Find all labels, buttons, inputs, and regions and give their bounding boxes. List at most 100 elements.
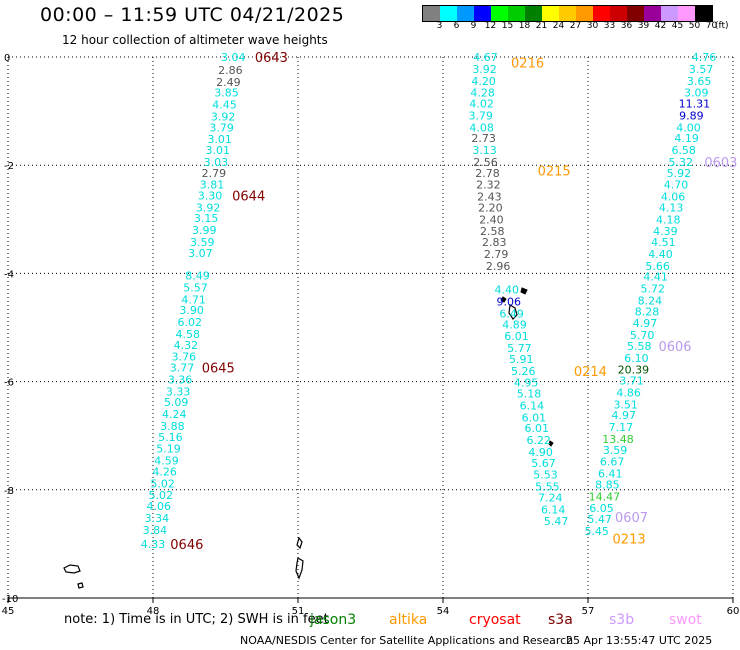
wave-height-point: 3.59 [603,444,628,457]
island-outline [500,296,507,303]
wave-height-point: 4.71 [181,293,206,306]
wave-height-point: 3.03 [204,156,229,169]
wave-height-point: 5.91 [509,353,534,366]
wave-height-point: 8.85 [595,478,620,491]
satellite-s3a-label: s3a [548,612,573,628]
wave-height-point: 6.41 [598,468,623,481]
wave-height-point: 9.06 [496,296,521,309]
y-tick-label: -8 [4,486,14,497]
wave-height-point: 2.79 [484,248,509,261]
satellite-legend: jason3 altika cryosat s3a s3b swot [0,612,740,628]
x-tick-label: 60 [727,606,740,617]
wave-height-point: 5.92 [667,167,692,180]
coastline-outlines [63,287,554,589]
wave-height-point: 6.49 [499,307,524,320]
wave-height-point: 4.51 [651,236,676,249]
wave-height-point: 4.89 [502,318,527,331]
wave-height-point: 2.58 [480,225,505,238]
legend-swatch [678,6,695,21]
satellite-jason3-label: jason3 [310,612,357,628]
generated-timestamp: 25 Apr 13:55:47 UTC 2025 [566,634,713,647]
wave-height-point: 5.02 [150,477,175,490]
wave-height-point: 5.53 [533,469,558,482]
wave-height-point: 5.18 [517,388,542,401]
wave-height-point: 4.06 [661,191,686,204]
wave-height-point: 7.24 [538,491,563,504]
legend-swatch [423,6,440,21]
legend-swatch [542,6,559,21]
credit-line: NOAA/NESDIS Center for Satellite Applica… [240,634,574,647]
wave-height-point: 2.20 [478,201,503,214]
wave-height-point: 4.39 [653,225,678,238]
wave-height-point: 5.02 [148,489,173,502]
legend-label: 21 [535,21,548,31]
pass-time-label: 0215 [538,165,571,180]
legend-label: 45 [671,21,684,31]
wave-height-point: 4.40 [495,284,520,297]
wave-height-point: 3.92 [196,201,221,214]
pass-time-label: 0646 [170,538,203,553]
wave-height-point: 2.56 [473,156,498,169]
wave-height-point: 5.19 [156,443,181,456]
wave-height-point: 5.45 [584,525,609,538]
y-tick-label: 0 [4,53,10,64]
wave-height-point: 3.76 [172,351,197,364]
wave-height-point: 3.59 [190,236,215,249]
x-tick-label: 45 [2,606,15,617]
wave-height-point: 4.28 [470,87,495,100]
wave-height-point: 3.65 [687,75,712,88]
pass-time-label: 0213 [613,532,646,547]
wave-height-point: 2.73 [471,132,496,145]
legend-label: 12 [484,21,497,31]
y-tick-label: -10 [2,594,18,605]
legend-label: 24 [552,21,565,31]
wave-height-point: 4.33 [141,538,166,551]
wave-height-point: 5.67 [531,457,556,470]
wave-height-point: 3.34 [145,512,170,525]
pass-time-label: 0214 [574,365,607,380]
wave-height-point: 3.36 [168,373,193,386]
wave-height-point: 3.81 [200,179,225,192]
wave-height-point: 6.02 [177,316,202,329]
wave-height-point: 3.33 [166,385,191,398]
wave-height-point: 5.72 [641,283,666,296]
legend-label: 15 [501,21,514,31]
wave-height-point: 4.95 [514,377,539,390]
x-tick-label: 57 [582,606,595,617]
legend-label: 27 [569,21,582,31]
legend-label: 50 [688,21,701,31]
wave-height-point: 5.32 [669,156,694,169]
legend-label: 70 [705,21,718,31]
wave-height-point: 4.90 [528,446,553,459]
wave-height-point: 3.01 [206,144,231,157]
legend-swatch [491,6,508,21]
wave-height-point: 3.88 [160,420,185,433]
wave-height-point: 4.76 [692,51,717,64]
wave-height-point: 4.97 [612,409,637,422]
wave-height-point: 14.47 [589,490,621,503]
wave-height-point: 5.47 [544,515,569,528]
wave-height-point: 5.57 [183,281,208,294]
axes: 45 48 51 54 57 60 0 -2 -4 -6 -8 -10 [2,53,740,617]
wave-height-point: 3.85 [214,87,239,100]
color-scale-legend [422,5,713,22]
wave-height-point: 5.26 [511,365,536,378]
wave-height-point: 2.49 [216,76,241,89]
x-tick-label: 51 [292,606,305,617]
island-outline [63,564,81,574]
legend-swatch [457,6,474,21]
wave-height-point: 3.71 [619,375,644,388]
wave-height-point: 3.15 [194,212,219,225]
wave-height-point: 6.10 [624,352,649,365]
legend-swatch [508,6,525,21]
legend-swatch [474,6,491,21]
wave-height-point: 2.40 [479,213,504,226]
wave-height-point: 4.32 [174,339,199,352]
wave-height-point: 6.14 [520,399,545,412]
island-outline [508,304,518,320]
wave-height-point: 3.79 [209,121,234,134]
wave-height-point: 4.41 [643,271,668,284]
wave-height-point: 8.28 [635,305,660,318]
wave-height-point: 4.70 [664,179,689,192]
